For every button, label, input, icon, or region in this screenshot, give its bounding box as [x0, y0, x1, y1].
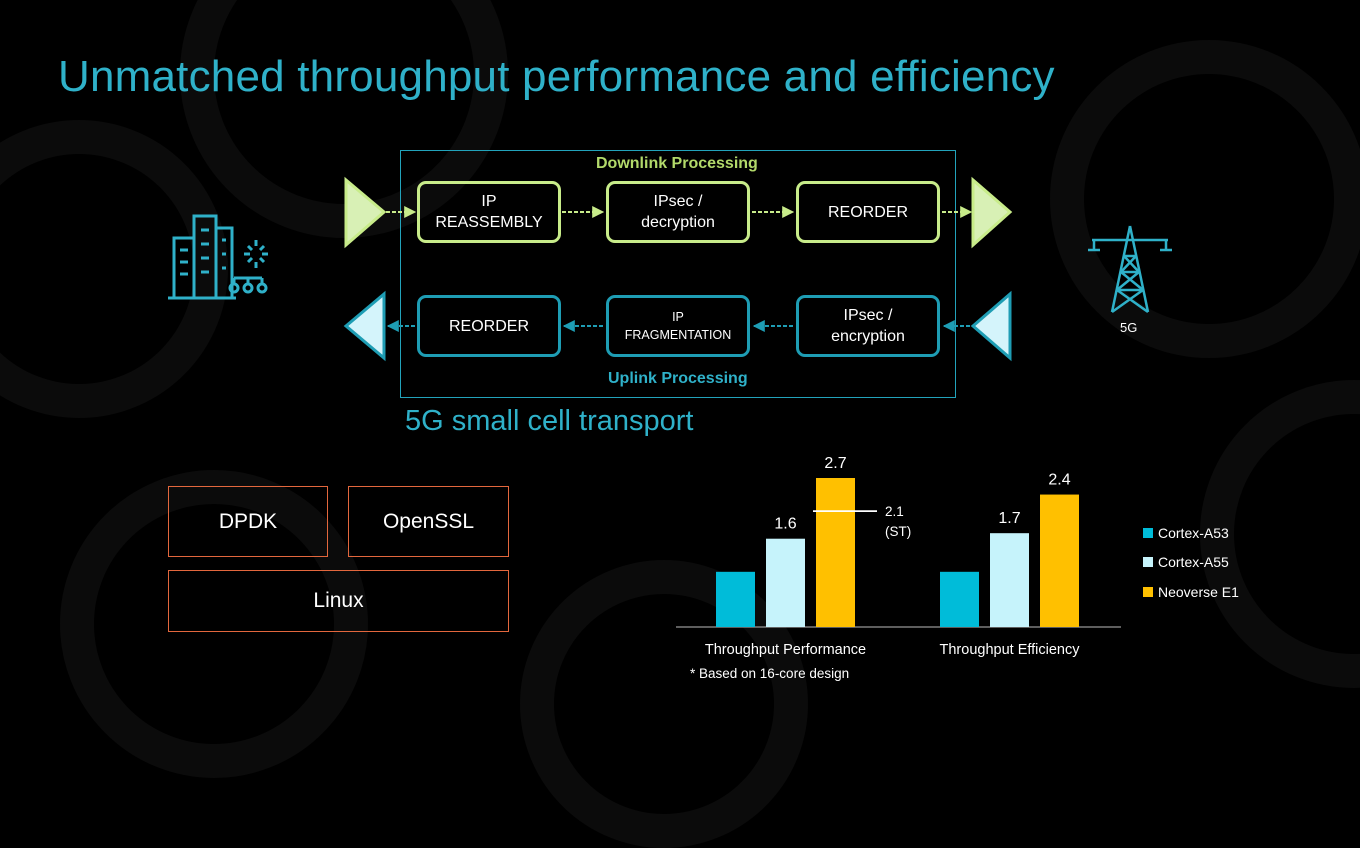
- slide-title: Unmatched throughput performance and eff…: [58, 52, 1055, 101]
- downlink-step-ip-reassembly: IP REASSEMBLY: [417, 181, 561, 243]
- uplink-output-triangle: [343, 290, 386, 362]
- stack-openssl: OpenSSL: [348, 486, 509, 557]
- downlink-label: Downlink Processing: [596, 155, 758, 172]
- bar-neoverse-e1-0: [816, 478, 855, 627]
- uplink-step-ip-fragmentation: IP FRAGMENTATION: [606, 295, 750, 357]
- single-thread-annotation-value: 2.1: [885, 504, 904, 519]
- downlink-step-reorder: REORDER: [796, 181, 940, 243]
- stack-linux: Linux: [168, 570, 509, 632]
- uplink-label: Uplink Processing: [608, 370, 748, 387]
- stack-dpdk: DPDK: [168, 486, 328, 557]
- legend-swatch: [1143, 527, 1153, 538]
- bar-neoverse-e1-1: [1040, 494, 1079, 627]
- flow-arrows: [343, 176, 1013, 362]
- uplink-input-triangle: [970, 290, 1012, 362]
- uplink-step-ipsec-encryption: IPsec / encryption: [796, 295, 940, 357]
- tower-label: 5G: [1120, 320, 1138, 335]
- chart-legend: Cortex-A53 Cortex-A55 Neoverse E1: [1143, 518, 1239, 607]
- legend-item: Cortex-A53: [1143, 518, 1239, 548]
- bar-cortex-a55-1: [990, 533, 1029, 627]
- legend-label: Cortex-A53: [1158, 524, 1229, 541]
- cell-tower-icon: [1088, 225, 1172, 314]
- legend-item: Cortex-A55: [1143, 548, 1239, 578]
- category-label: Throughput Efficiency: [940, 642, 1081, 658]
- downlink-output-triangle: [971, 176, 1013, 249]
- bar-cortex-a53-0: [716, 571, 755, 627]
- footnote: * Based on 16-core design: [690, 666, 850, 681]
- legend-swatch: [1143, 557, 1153, 568]
- downlink-input-triangle: [344, 176, 387, 249]
- legend-label: Cortex-A55: [1158, 554, 1229, 571]
- bar-data-label: 2.7: [824, 455, 846, 472]
- legend-item: Neoverse E1: [1143, 577, 1239, 607]
- legend-label: Neoverse E1: [1158, 583, 1239, 600]
- legend-swatch: [1143, 586, 1153, 597]
- category-label: Throughput Performance: [705, 642, 866, 658]
- downlink-step-ipsec-decryption: IPsec / decryption: [606, 181, 750, 243]
- bar-data-label: 1.7: [998, 510, 1020, 527]
- bar-cortex-a55-0: [766, 538, 805, 627]
- diagram-subtitle: 5G small cell transport: [405, 405, 694, 437]
- bar-data-label: 2.4: [1048, 472, 1070, 489]
- throughput-bar-chart: 1.6 2.7 Throughput Performance 1.7 2.4 Throug…: [676, 455, 1121, 658]
- single-thread-annotation-note: (ST): [885, 524, 911, 539]
- uplink-step-reorder: REORDER: [417, 295, 561, 357]
- bar-cortex-a53-1: [940, 571, 979, 627]
- bar-data-label: 1.6: [774, 516, 796, 533]
- processing-panel: [400, 150, 956, 398]
- city-buildings-icon: [168, 214, 268, 300]
